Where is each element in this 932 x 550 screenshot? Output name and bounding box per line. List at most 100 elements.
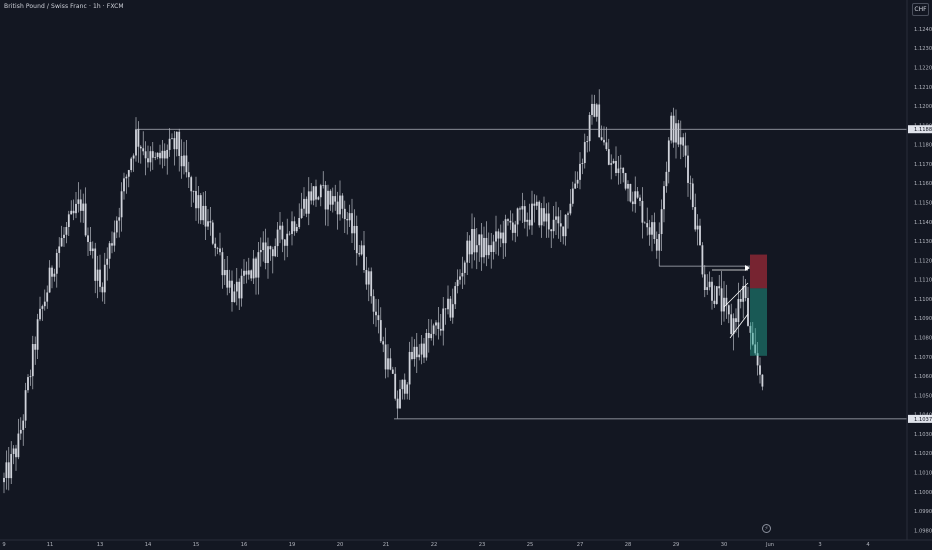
candle-body	[207, 221, 209, 227]
time-tick-label: 4	[866, 542, 870, 548]
candle-body	[247, 270, 250, 275]
price-tick-label: 1.10600	[914, 374, 932, 380]
levels-layer	[137, 128, 907, 420]
candle-body	[658, 234, 661, 251]
candle-body	[384, 344, 387, 370]
candle-body	[70, 210, 73, 215]
candle-body	[495, 231, 497, 242]
candle-body	[478, 234, 481, 246]
candle-body	[415, 346, 418, 358]
candle-body	[655, 239, 658, 251]
price-tick-label: 1.11000	[914, 297, 932, 303]
candle-body	[303, 198, 305, 209]
candle-body	[401, 379, 404, 390]
candle-body	[274, 246, 277, 257]
candle-body	[295, 227, 298, 232]
candle-body	[79, 199, 82, 211]
candle-body	[531, 203, 533, 226]
candle-body	[199, 195, 202, 221]
candle-body	[696, 225, 699, 230]
currency-badge[interactable]: CHF	[912, 3, 929, 16]
candle-body	[487, 245, 490, 256]
candle-body	[99, 269, 101, 287]
candle-body	[202, 205, 205, 221]
candle-body	[147, 158, 149, 163]
time-tick-label: 19	[289, 542, 296, 548]
candle-body	[468, 240, 471, 255]
candle-body	[711, 281, 713, 301]
candle-body	[624, 173, 627, 189]
candle-body	[677, 123, 680, 145]
candle-body	[466, 240, 469, 263]
candle-body	[619, 167, 622, 169]
candle-body	[144, 151, 147, 159]
candle-body	[115, 220, 118, 233]
candle-body	[471, 229, 473, 255]
candle-body	[286, 233, 289, 246]
candle-body	[379, 320, 382, 342]
candle-body	[504, 219, 507, 244]
candle-body	[725, 297, 728, 306]
candle-body	[715, 286, 718, 304]
candle-body	[694, 207, 697, 230]
candle-body	[166, 149, 169, 159]
time-axis: 9 11 13 14 15 16 19 20 21 22 23 25 27 28 29 30 Jun 3 4	[2, 542, 870, 548]
candle-body	[34, 344, 37, 350]
candle-body	[139, 146, 142, 149]
candle-body	[238, 281, 241, 299]
candle-body	[118, 217, 121, 221]
price-tick-label: 1.09800	[914, 528, 932, 534]
candle-body	[423, 343, 425, 358]
time-tick-label: 28	[625, 542, 632, 548]
candle-body	[185, 155, 188, 173]
candle-body	[483, 237, 485, 258]
candle-body	[363, 245, 365, 271]
candle-body	[48, 267, 51, 293]
candle-body	[137, 129, 140, 147]
candle-body	[387, 358, 389, 370]
candle-body	[497, 231, 500, 239]
candle-body	[754, 344, 757, 354]
candle-body	[591, 103, 593, 115]
candle-body	[663, 186, 665, 210]
candle-body	[269, 246, 272, 250]
candle-body	[391, 369, 394, 374]
time-tick-label: 11	[47, 542, 54, 548]
candle-body	[3, 477, 5, 483]
candle-body	[31, 344, 34, 377]
candle-body	[607, 149, 610, 165]
candle-body	[149, 151, 152, 163]
reset-chart-icon[interactable]: ⚡	[762, 524, 771, 533]
candle-body	[627, 183, 629, 189]
candle-body	[675, 123, 677, 143]
candle-body	[475, 245, 478, 253]
candle-body	[250, 270, 253, 279]
candle-body	[96, 269, 99, 281]
candle-body	[324, 185, 327, 210]
candle-body	[610, 163, 613, 165]
price-tick-label: 1.10800	[914, 336, 932, 342]
candle-body	[535, 201, 538, 206]
candle-body	[528, 219, 531, 226]
candle-body	[288, 233, 291, 235]
candle-body	[437, 322, 440, 329]
candle-body	[533, 203, 536, 206]
candle-body	[703, 274, 706, 290]
candle-body	[317, 197, 320, 200]
time-tick-label: 9	[2, 542, 5, 548]
candle-body	[605, 142, 608, 150]
candle-body	[235, 281, 238, 292]
candle-body	[571, 188, 574, 204]
candle-body	[355, 225, 358, 254]
candle-body	[547, 213, 550, 230]
candle-body	[370, 271, 373, 297]
candle-body	[120, 191, 123, 218]
candle-body	[259, 250, 262, 253]
candle-body	[507, 219, 509, 221]
price-axis: 1.09800 1.09900 1.10000 1.10100 1.10200 1.103…	[914, 27, 932, 534]
candle-body	[708, 281, 711, 288]
candle-body	[240, 275, 243, 299]
candle-body	[310, 191, 313, 201]
